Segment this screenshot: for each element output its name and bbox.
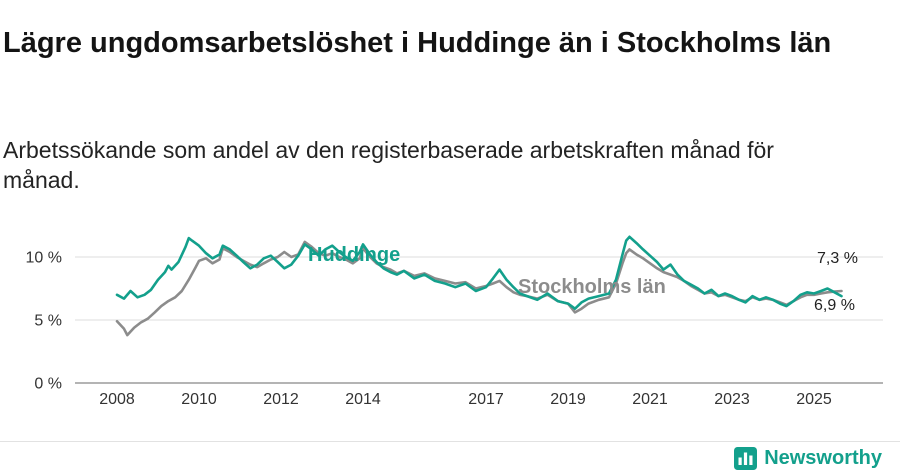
page-title: Lägre ungdomsarbetslöshet i Huddinge än … [3,27,832,60]
x-tick-label: 2012 [263,391,299,408]
x-tick-label: 2014 [345,391,381,408]
end-value-stockholms-lan: 7,3 % [817,250,858,267]
x-tick-label: 2010 [181,391,217,408]
chart-subtitle: Arbetssökande som andel av den registerb… [3,137,774,194]
newsworthy-logo[interactable]: Newsworthy [734,446,882,470]
y-tick-label: 5 % [34,313,62,330]
y-tick-label: 0 % [34,376,62,393]
footer: Newsworthy [0,441,900,474]
brand-name: Newsworthy [764,446,882,469]
series-line-huddinge [115,235,843,311]
x-tick-label: 2008 [99,391,135,408]
series-label-stockholms-lan: Stockholms län [518,276,666,298]
end-value-huddinge: 6,9 % [814,297,855,314]
y-tick-label: 10 % [26,250,62,267]
x-tick-label: 2019 [550,391,586,408]
bar-chart-icon [734,446,758,470]
x-tick-label: 2017 [468,391,504,408]
x-tick-label: 2023 [714,391,750,408]
x-tick-label: 2021 [632,391,668,408]
x-tick-label: 2025 [796,391,832,408]
series-label-huddinge: Huddinge [308,244,401,266]
